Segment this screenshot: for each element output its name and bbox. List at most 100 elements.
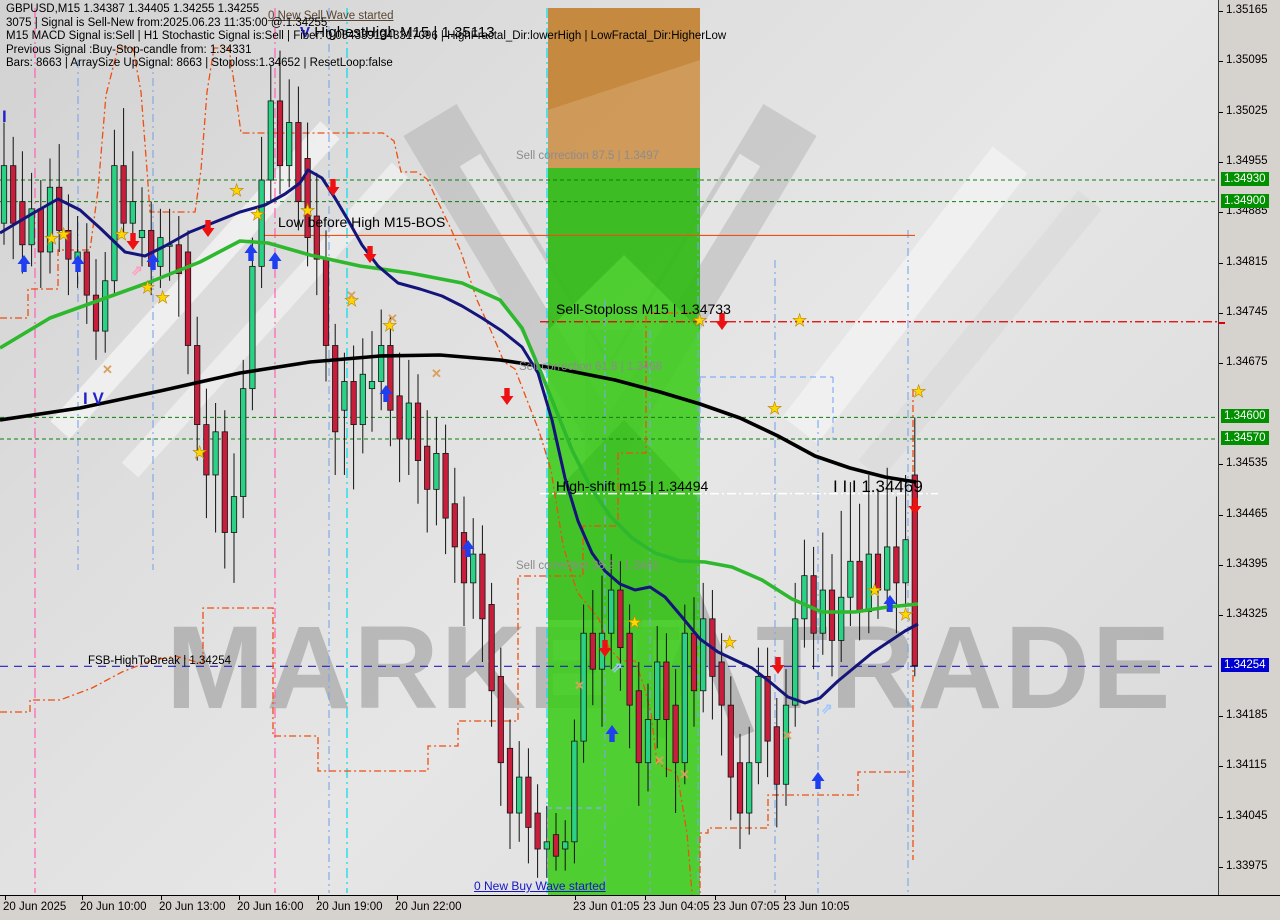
- candle-body: [111, 165, 118, 282]
- stoploss-axis-tick: [1219, 321, 1225, 324]
- candle-body: [552, 834, 560, 857]
- x-signal-icon: ✕: [782, 728, 793, 743]
- candle-body: [258, 179, 265, 267]
- candle-body: [571, 740, 578, 843]
- buy-arrow-icon: [17, 255, 31, 272]
- candle-body: [755, 675, 762, 764]
- price-axis[interactable]: 1.35165 1.35095 1.35025 1.34955 1.34885 1.348…: [1218, 0, 1280, 895]
- candle-body: [635, 690, 642, 764]
- star-signal-icon: ★: [114, 225, 129, 244]
- buy-arrow-icon: [146, 253, 160, 270]
- candle-body: [810, 575, 817, 634]
- candle-body: [773, 726, 780, 785]
- candle-body: [718, 661, 725, 706]
- candle-body: [396, 395, 403, 440]
- annotation-highest-high: V HighestHigh M15 | 1.35113: [300, 24, 495, 41]
- sell-arrow-icon: [500, 388, 514, 405]
- candle-body: [506, 747, 514, 814]
- star-signal-icon: ★: [792, 311, 807, 330]
- candle-body: [322, 258, 330, 346]
- time-tick: [318, 896, 319, 900]
- candle-body: [424, 445, 431, 490]
- price-label: 1.34955: [1226, 155, 1268, 168]
- signal-line: 3075 | Signal is Sell-New from:2025.06.2…: [6, 16, 328, 29]
- star-signal-icon: ★: [382, 316, 397, 335]
- candle-body: [120, 165, 127, 224]
- plot-area[interactable]: MARKET TRADE ★ ★ ★ ★ ★ ★ ★ ★ ★ ★ ★ ★ ★ ★ ★ ★ ★ ★ ★ ✕ ✕ ✕ ✕ ✕ ✕ ✕ ✕…: [0, 0, 1218, 895]
- time-label: 20 Jun 16:00: [237, 901, 304, 913]
- star-signal-icon: ★: [44, 229, 59, 248]
- candle-body: [690, 632, 698, 692]
- candle-body: [138, 229, 146, 238]
- annotation-new-sell-wave: 0 New Sell Wave started: [268, 10, 394, 22]
- candle-body: [405, 402, 412, 440]
- candle-body: [470, 553, 477, 584]
- x-signal-icon: ✕: [346, 288, 357, 303]
- price-tick: [1219, 615, 1223, 617]
- ma-fast: [0, 168, 919, 705]
- candle-body: [0, 165, 8, 224]
- candle-body: [332, 345, 339, 433]
- candle-body: [828, 589, 836, 641]
- buy-arrow-icon: [379, 385, 393, 402]
- price-label: 1.34395: [1226, 557, 1268, 570]
- time-axis[interactable]: 20 Jun 2025 20 Jun 10:00 20 Jun 13:00 20 Ju…: [0, 895, 1280, 920]
- candle-body: [129, 201, 136, 224]
- star-signal-icon: ★: [229, 181, 244, 200]
- price-tick: [1219, 162, 1223, 164]
- candle-body: [792, 618, 799, 706]
- price-label: 1.33975: [1226, 860, 1268, 872]
- candle-body: [37, 208, 44, 253]
- price-tick: [1219, 464, 1223, 466]
- buy-arrow-icon: [71, 255, 85, 272]
- candlestick-canvas[interactable]: ★★ ★★★★★★ ★★★ ★★★★★★★★✕✕✕✕✕✕✕✕⇗⇗⇗II V: [0, 0, 1218, 895]
- price-level-badge: 1.34600: [1221, 409, 1269, 424]
- star-signal-icon: ★: [192, 443, 207, 462]
- candle-body: [102, 280, 109, 332]
- star-signal-icon: ★: [140, 278, 155, 297]
- time-label: 23 Jun 01:05: [573, 901, 640, 913]
- price-tick: [1219, 61, 1223, 63]
- candle-body: [212, 431, 219, 476]
- candle-body: [525, 776, 532, 828]
- price-label: 1.35025: [1226, 104, 1268, 117]
- price-tick: [1219, 363, 1223, 365]
- star-signal-icon: ★: [56, 225, 71, 244]
- candle-body: [497, 675, 504, 764]
- candle-body: [92, 294, 100, 332]
- price-label: 1.34045: [1226, 809, 1268, 822]
- sell-arrow-icon: [326, 179, 340, 196]
- buy-arrow-icon: [811, 772, 825, 789]
- candle-body: [46, 186, 54, 253]
- candle-body: [580, 632, 587, 742]
- price-level-badge: 1.34930: [1221, 172, 1269, 187]
- star-signal-icon: ★: [344, 291, 359, 310]
- annotation-sell-correction-382: Sell correction 38.2 | 1.3441: [516, 560, 659, 572]
- candle-body: [838, 596, 845, 641]
- candle-body: [460, 532, 468, 584]
- time-tick: [715, 896, 716, 900]
- candle-body: [359, 373, 366, 426]
- price-tick: [1219, 262, 1223, 264]
- annotation-shift-price: I I I 1.34469: [833, 477, 923, 496]
- time-tick: [5, 896, 6, 900]
- candle-body: [313, 215, 320, 260]
- time-tick: [397, 896, 398, 900]
- annotation-fsb-high-to-break: FSB-HighToBreak | 1.34254: [88, 655, 231, 667]
- candle-body: [654, 661, 661, 720]
- hollow-arrow-icon: ⇗: [821, 700, 833, 716]
- candle-body: [368, 381, 376, 390]
- macd-stoch-line: M15 MACD Signal is:Sell | H1 Stochastic …: [6, 30, 727, 42]
- price-level-badge: 1.34900: [1221, 193, 1269, 208]
- candle-body: [764, 675, 771, 742]
- price-tick: [1219, 313, 1223, 315]
- ma-slow: [0, 353, 917, 484]
- candle-body: [295, 122, 302, 203]
- sell-arrow-icon: [715, 313, 729, 330]
- candle-body: [902, 539, 909, 584]
- candle-body: [276, 100, 284, 167]
- candle-body: [801, 575, 808, 620]
- star-signal-icon: ★: [692, 311, 707, 330]
- candle-body: [10, 165, 17, 224]
- time-tick: [645, 896, 646, 900]
